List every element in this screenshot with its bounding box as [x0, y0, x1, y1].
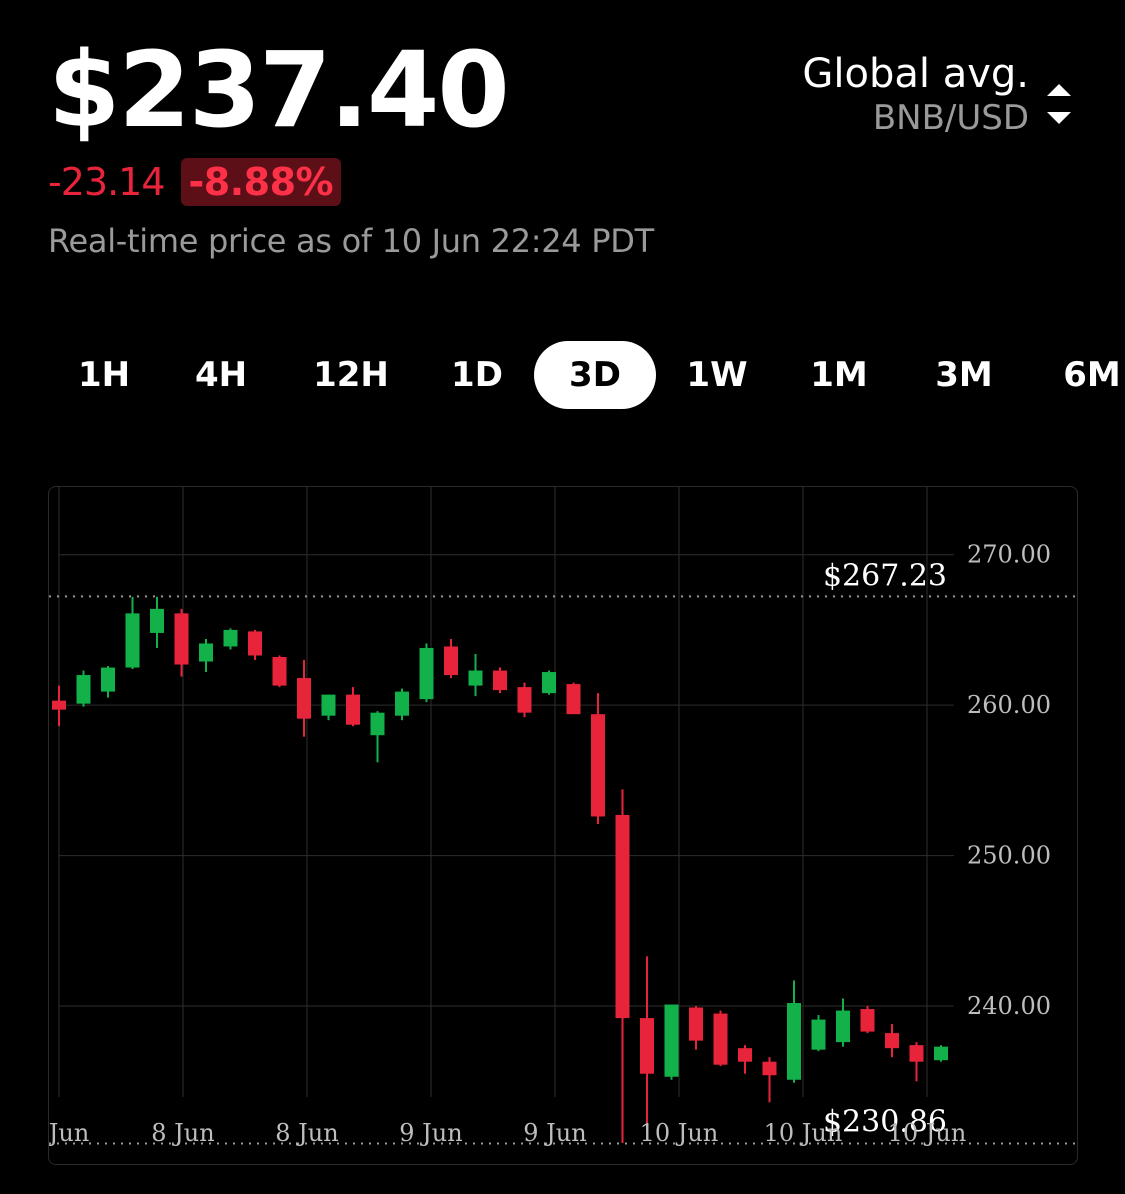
x-tick-label: 10 Jun [764, 1119, 843, 1147]
candle-down[interactable] [713, 1013, 728, 1065]
timeframe-tabs: 1H 4H 12H 1D 3D 1W 1M 3M 6M [0, 341, 1125, 409]
price-timestamp: Real-time price as of 10 Jun 22:24 PDT [48, 222, 654, 260]
tab-4h[interactable]: 4H [194, 355, 248, 395]
x-tick-label: 8 Jun [151, 1119, 214, 1147]
price-change-row: -23.14 -8.88% [48, 155, 342, 209]
candle-down[interactable] [566, 684, 581, 715]
candle-down[interactable] [52, 700, 66, 710]
candle-up[interactable] [934, 1046, 948, 1061]
y-tick-label: 240.00 [967, 992, 1051, 1020]
candle-down[interactable] [174, 613, 189, 665]
candle-down[interactable] [860, 1009, 875, 1032]
candle-up[interactable] [542, 672, 556, 694]
candle-up[interactable] [419, 647, 434, 700]
tab-1d[interactable]: 1D [451, 355, 503, 395]
price-change-percent-badge: -8.88% [180, 158, 342, 206]
candle-up[interactable] [836, 1010, 850, 1043]
candle-down[interactable] [493, 670, 507, 691]
tab-1w[interactable]: 1W [686, 355, 748, 395]
y-tick-label: 250.00 [967, 842, 1051, 870]
candle-down[interactable] [272, 657, 287, 686]
candle-down[interactable] [517, 687, 532, 713]
candle-up[interactable] [150, 608, 164, 633]
price-change-absolute: -23.14 [48, 160, 165, 204]
candle-up[interactable] [811, 1019, 826, 1050]
candle-down[interactable] [444, 646, 458, 676]
current-price: $237.40 [48, 29, 510, 151]
tab-3m[interactable]: 3M [935, 355, 993, 395]
candle-down[interactable] [762, 1061, 777, 1076]
candle-up[interactable] [321, 694, 336, 716]
tab-6m[interactable]: 6M [1063, 355, 1121, 395]
candle-down[interactable] [885, 1033, 899, 1049]
candle-up[interactable] [101, 667, 115, 692]
x-tick-label: 10 Jun [888, 1119, 967, 1147]
candle-down[interactable] [640, 1018, 654, 1074]
trading-pair: BNB/USD [872, 98, 1029, 138]
high-price-label: $267.23 [823, 558, 947, 593]
candle-down[interactable] [591, 714, 605, 817]
candle-down[interactable] [297, 678, 311, 719]
sort-arrows-icon[interactable] [1045, 80, 1073, 128]
candle-down[interactable] [615, 814, 630, 1019]
candle-up[interactable] [76, 675, 91, 704]
candle-up[interactable] [664, 1004, 679, 1077]
candle-up[interactable] [787, 1003, 801, 1080]
x-tick-label: Jun [49, 1119, 89, 1147]
y-tick-label: 270.00 [967, 541, 1051, 569]
x-tick-label: 10 Jun [640, 1119, 719, 1147]
tab-3d[interactable]: 3D [534, 341, 656, 409]
x-tick-label: 9 Jun [523, 1119, 586, 1147]
price-chart-frame: 270.00 260.00 250.00 240.00 $267.23 $230.86 Ju… [48, 486, 1078, 1165]
candle-up[interactable] [468, 670, 483, 686]
tab-1h[interactable]: 1H [77, 355, 131, 395]
candle-down[interactable] [909, 1045, 924, 1062]
candle-up[interactable] [223, 629, 238, 647]
candle-down[interactable] [346, 694, 360, 725]
exchange-selector[interactable]: Global avg. BNB/USD [802, 52, 1029, 140]
exchange-name[interactable]: Global avg. [802, 51, 1029, 97]
candle-up[interactable] [125, 613, 140, 668]
low-price-label: $230.86 [823, 1105, 947, 1140]
tab-1m[interactable]: 1M [810, 355, 868, 395]
tab-12h[interactable]: 12H [313, 355, 389, 395]
candle-down[interactable] [738, 1048, 752, 1062]
candle-up[interactable] [199, 643, 213, 662]
candle-up[interactable] [370, 712, 385, 736]
candle-up[interactable] [395, 691, 409, 716]
x-tick-label: 9 Jun [399, 1119, 462, 1147]
candle-down[interactable] [689, 1007, 703, 1041]
x-tick-label: 8 Jun [275, 1119, 338, 1147]
y-tick-label: 260.00 [967, 691, 1051, 719]
candle-down[interactable] [248, 631, 262, 656]
candlestick-chart[interactable]: 270.00 260.00 250.00 240.00 $267.23 $230.86 Ju… [49, 487, 1077, 1164]
